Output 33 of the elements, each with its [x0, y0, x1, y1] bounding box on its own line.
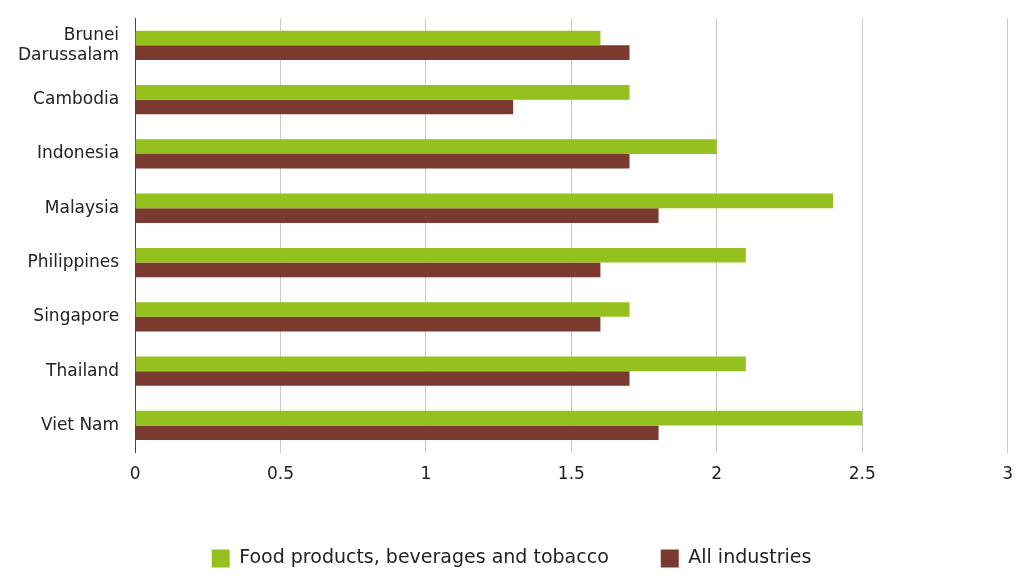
- bar: [135, 45, 630, 61]
- bar: [135, 371, 630, 386]
- y-tick-label: Brunei Darussalam: [17, 23, 120, 64]
- x-tick-label: 2.5: [848, 463, 876, 484]
- bar: [135, 208, 659, 223]
- bar: [135, 30, 601, 46]
- bar: [135, 193, 834, 209]
- x-tick-label: 3: [1002, 463, 1014, 484]
- bar: [135, 153, 630, 169]
- y-tick-label: Malaysia: [44, 196, 120, 217]
- bar: [135, 262, 601, 278]
- y-tick-label: Thailand: [45, 359, 120, 380]
- bar: [135, 356, 746, 372]
- bar: [135, 425, 659, 441]
- x-tick-label: 0.5: [266, 463, 295, 484]
- y-tick-label: Singapore: [33, 305, 120, 326]
- legend-label: All industries: [688, 545, 812, 568]
- x-tick-label: 2: [711, 463, 723, 484]
- y-tick-label: Viet Nam: [40, 413, 120, 434]
- bar: [135, 302, 630, 317]
- bar: [135, 84, 630, 100]
- x-tick-label: 1: [420, 463, 432, 484]
- bar: [135, 247, 746, 263]
- x-tick-label: 0: [129, 463, 141, 484]
- bar: [135, 316, 601, 332]
- x-tick-label: 1.5: [557, 463, 585, 484]
- bar: [135, 410, 863, 426]
- y-tick-label: Cambodia: [33, 88, 120, 109]
- bar: [135, 139, 717, 154]
- y-tick-label: Philippines: [27, 250, 120, 271]
- y-tick-label: Indonesia: [36, 142, 120, 163]
- legend-label: Food products, beverages and tobacco: [239, 545, 609, 568]
- bar: [135, 99, 514, 115]
